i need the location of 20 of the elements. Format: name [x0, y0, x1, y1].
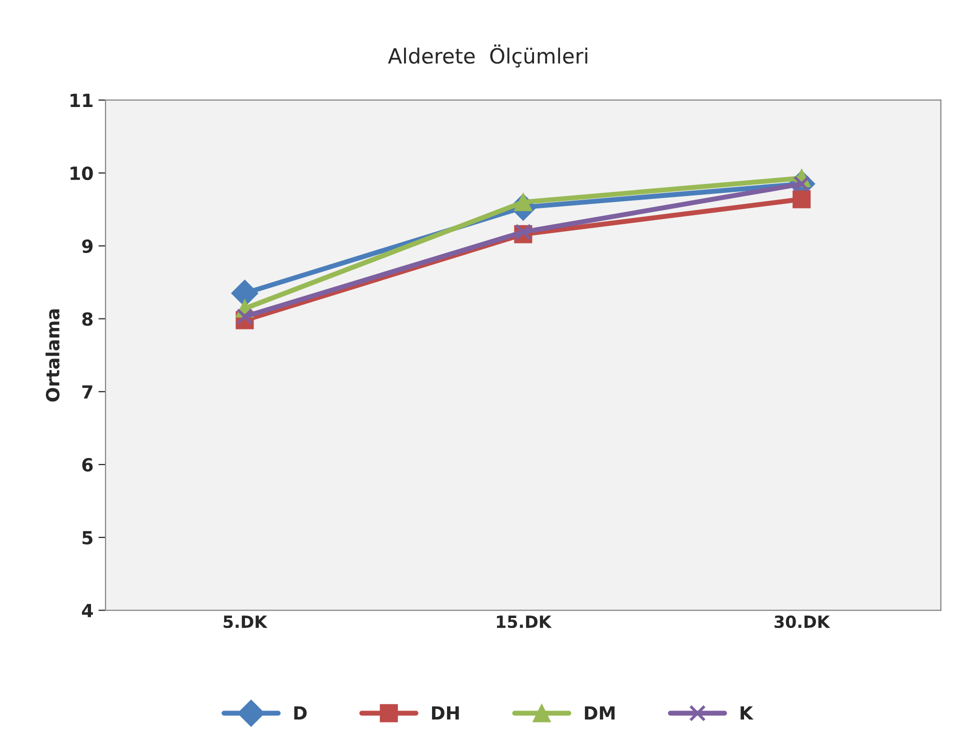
point: [514, 224, 532, 240]
point: [236, 308, 254, 325]
legend-label: DM: [584, 706, 615, 720]
chart-title: Alderete Ölçümleri: [388, 44, 588, 68]
legend-label: K: [740, 706, 754, 720]
x-tick-label: 5.DK: [224, 616, 268, 628]
y-tick-label: 7: [82, 385, 92, 398]
y-axis-title: Ortalama: [46, 309, 60, 402]
legend-label: DH: [432, 706, 459, 720]
y-tick-label: 5: [82, 531, 92, 545]
y-tick-label: 9: [82, 239, 93, 253]
y-tick-label: 10: [70, 166, 93, 180]
y-tick-label: 11: [70, 94, 92, 107]
x-tick-label: 30.DK: [774, 615, 830, 628]
point: [792, 190, 811, 208]
x-tick-label: 15.DK: [496, 616, 552, 628]
y-tick-label: 4: [82, 604, 93, 618]
y-tick-label: 8: [82, 312, 93, 326]
y-tick-label: 6: [82, 458, 93, 472]
legend-label: D: [294, 706, 307, 720]
